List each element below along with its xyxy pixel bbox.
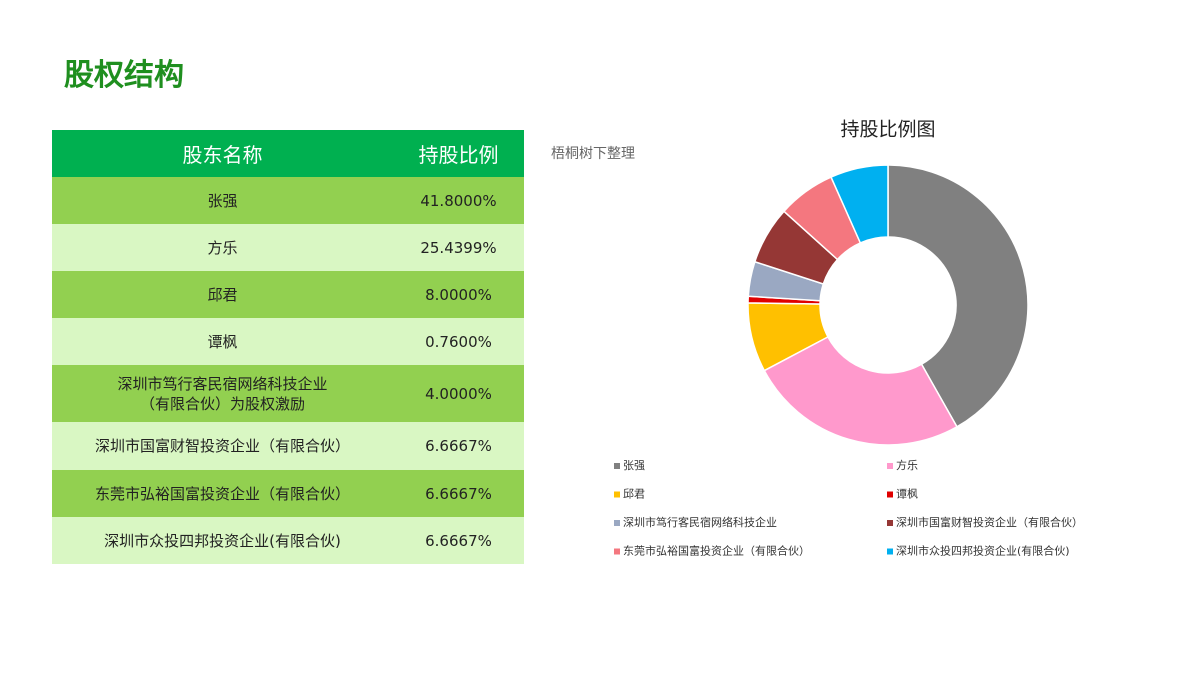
cell-text: 邱君	[207, 285, 238, 304]
table-cell: 25.4399%	[393, 224, 524, 271]
cell-text: 6.6667%	[425, 437, 492, 455]
cell-text: 深圳市笃行客民宿网络科技企业 （有限合伙）为股权激励	[117, 374, 328, 413]
legend-label: 谭枫	[896, 487, 918, 501]
legend-swatch	[614, 491, 620, 498]
cell-text: 41.8000%	[420, 191, 497, 210]
legend-swatch	[614, 463, 620, 469]
table-cell: 6.6667%	[393, 470, 524, 517]
donut-slice	[763, 335, 959, 446]
donut-slice	[887, 164, 1029, 428]
cell-text: 6.6667%	[425, 484, 492, 503]
table-cell: 深圳市国富财智投资企业（有限合伙）	[52, 422, 393, 470]
table-cell: 6.6667%	[393, 517, 524, 564]
cell-text: 0.7600%	[425, 332, 492, 351]
cell-text: 谭枫	[207, 332, 238, 351]
table-row: 方乐 25.4399%	[52, 224, 524, 271]
cell-text: 6.6667%	[425, 531, 492, 550]
legend-swatch	[887, 463, 893, 469]
table-cell: 东莞市弘裕国富投资企业（有限合伙）	[52, 470, 393, 517]
legend-swatch	[887, 520, 893, 526]
table-row: 张强 41.8000%	[52, 177, 524, 224]
cell-text: 深圳市众投四邦投资企业(有限合伙)	[104, 531, 341, 550]
column-header: 股东名称	[52, 130, 393, 177]
legend-swatch	[614, 548, 620, 555]
table-cell: 邱君	[52, 271, 393, 318]
legend-label: 方乐	[896, 458, 918, 472]
table-row: 深圳市国富财智投资企业（有限合伙） 6.6667%	[52, 422, 524, 470]
shareholder-table: 股东名称 持股比例张强 41.8000% 方乐 25.4399% 邱君 8.0000% 谭枫 0…	[52, 130, 524, 564]
legend-label: 邱君	[623, 488, 645, 501]
table-cell: 8.0000%	[393, 271, 524, 318]
cell-text: 8.0000%	[425, 285, 492, 304]
chart-title: 持股比例图	[840, 119, 935, 141]
table-row: 深圳市笃行客民宿网络科技企业 （有限合伙）为股权激励 4.0000%	[52, 365, 524, 422]
table-header: 股东名称 持股比例	[52, 130, 524, 177]
table-row: 东莞市弘裕国富投资企业（有限合伙） 6.6667%	[52, 470, 524, 517]
cell-text: 25.4399%	[420, 238, 497, 257]
cell-text: 深圳市国富财智投资企业（有限合伙）	[94, 437, 350, 455]
donut-slice	[830, 164, 889, 244]
table-cell: 4.0000%	[393, 365, 524, 422]
legend-label: 张强	[623, 459, 645, 472]
table-cell: 41.8000%	[393, 177, 524, 224]
legend-label: 东莞市弘裕国富投资企业（有限合伙）	[623, 544, 810, 558]
cell-text: 方乐	[207, 238, 238, 257]
cell-text: 东莞市弘裕国富投资企业（有限合伙）	[94, 484, 350, 503]
cell-text: 4.0000%	[425, 384, 492, 403]
note: 梧桐树下整理	[551, 146, 635, 162]
legend-label: 深圳市众投四邦投资企业(有限合伙)	[896, 544, 1070, 558]
table-cell: 深圳市众投四邦投资企业(有限合伙)	[52, 517, 393, 564]
legend-label: 深圳市国富财智投资企业（有限合伙）	[896, 515, 1083, 529]
table-cell: 张强	[52, 177, 393, 224]
table-cell: 6.6667%	[393, 422, 524, 470]
cell-text: 张强	[207, 191, 238, 210]
page-title: 股权结构	[64, 58, 184, 93]
legend-swatch	[887, 548, 893, 555]
table-cell: 深圳市笃行客民宿网络科技企业 （有限合伙）为股权激励	[52, 365, 393, 422]
table-cell: 0.7600%	[393, 318, 524, 365]
table-row: 邱君 8.0000%	[52, 271, 524, 318]
legend-label: 深圳市笃行客民宿网络科技企业	[623, 515, 777, 529]
table-cell: 方乐	[52, 224, 393, 271]
legend-swatch	[887, 491, 893, 498]
legend-swatch	[614, 520, 620, 526]
table-cell: 谭枫	[52, 318, 393, 365]
table-row: 深圳市众投四邦投资企业(有限合伙) 6.6667%	[52, 517, 524, 564]
column-header: 持股比例	[393, 130, 524, 177]
table-row: 谭枫 0.7600%	[52, 318, 524, 365]
